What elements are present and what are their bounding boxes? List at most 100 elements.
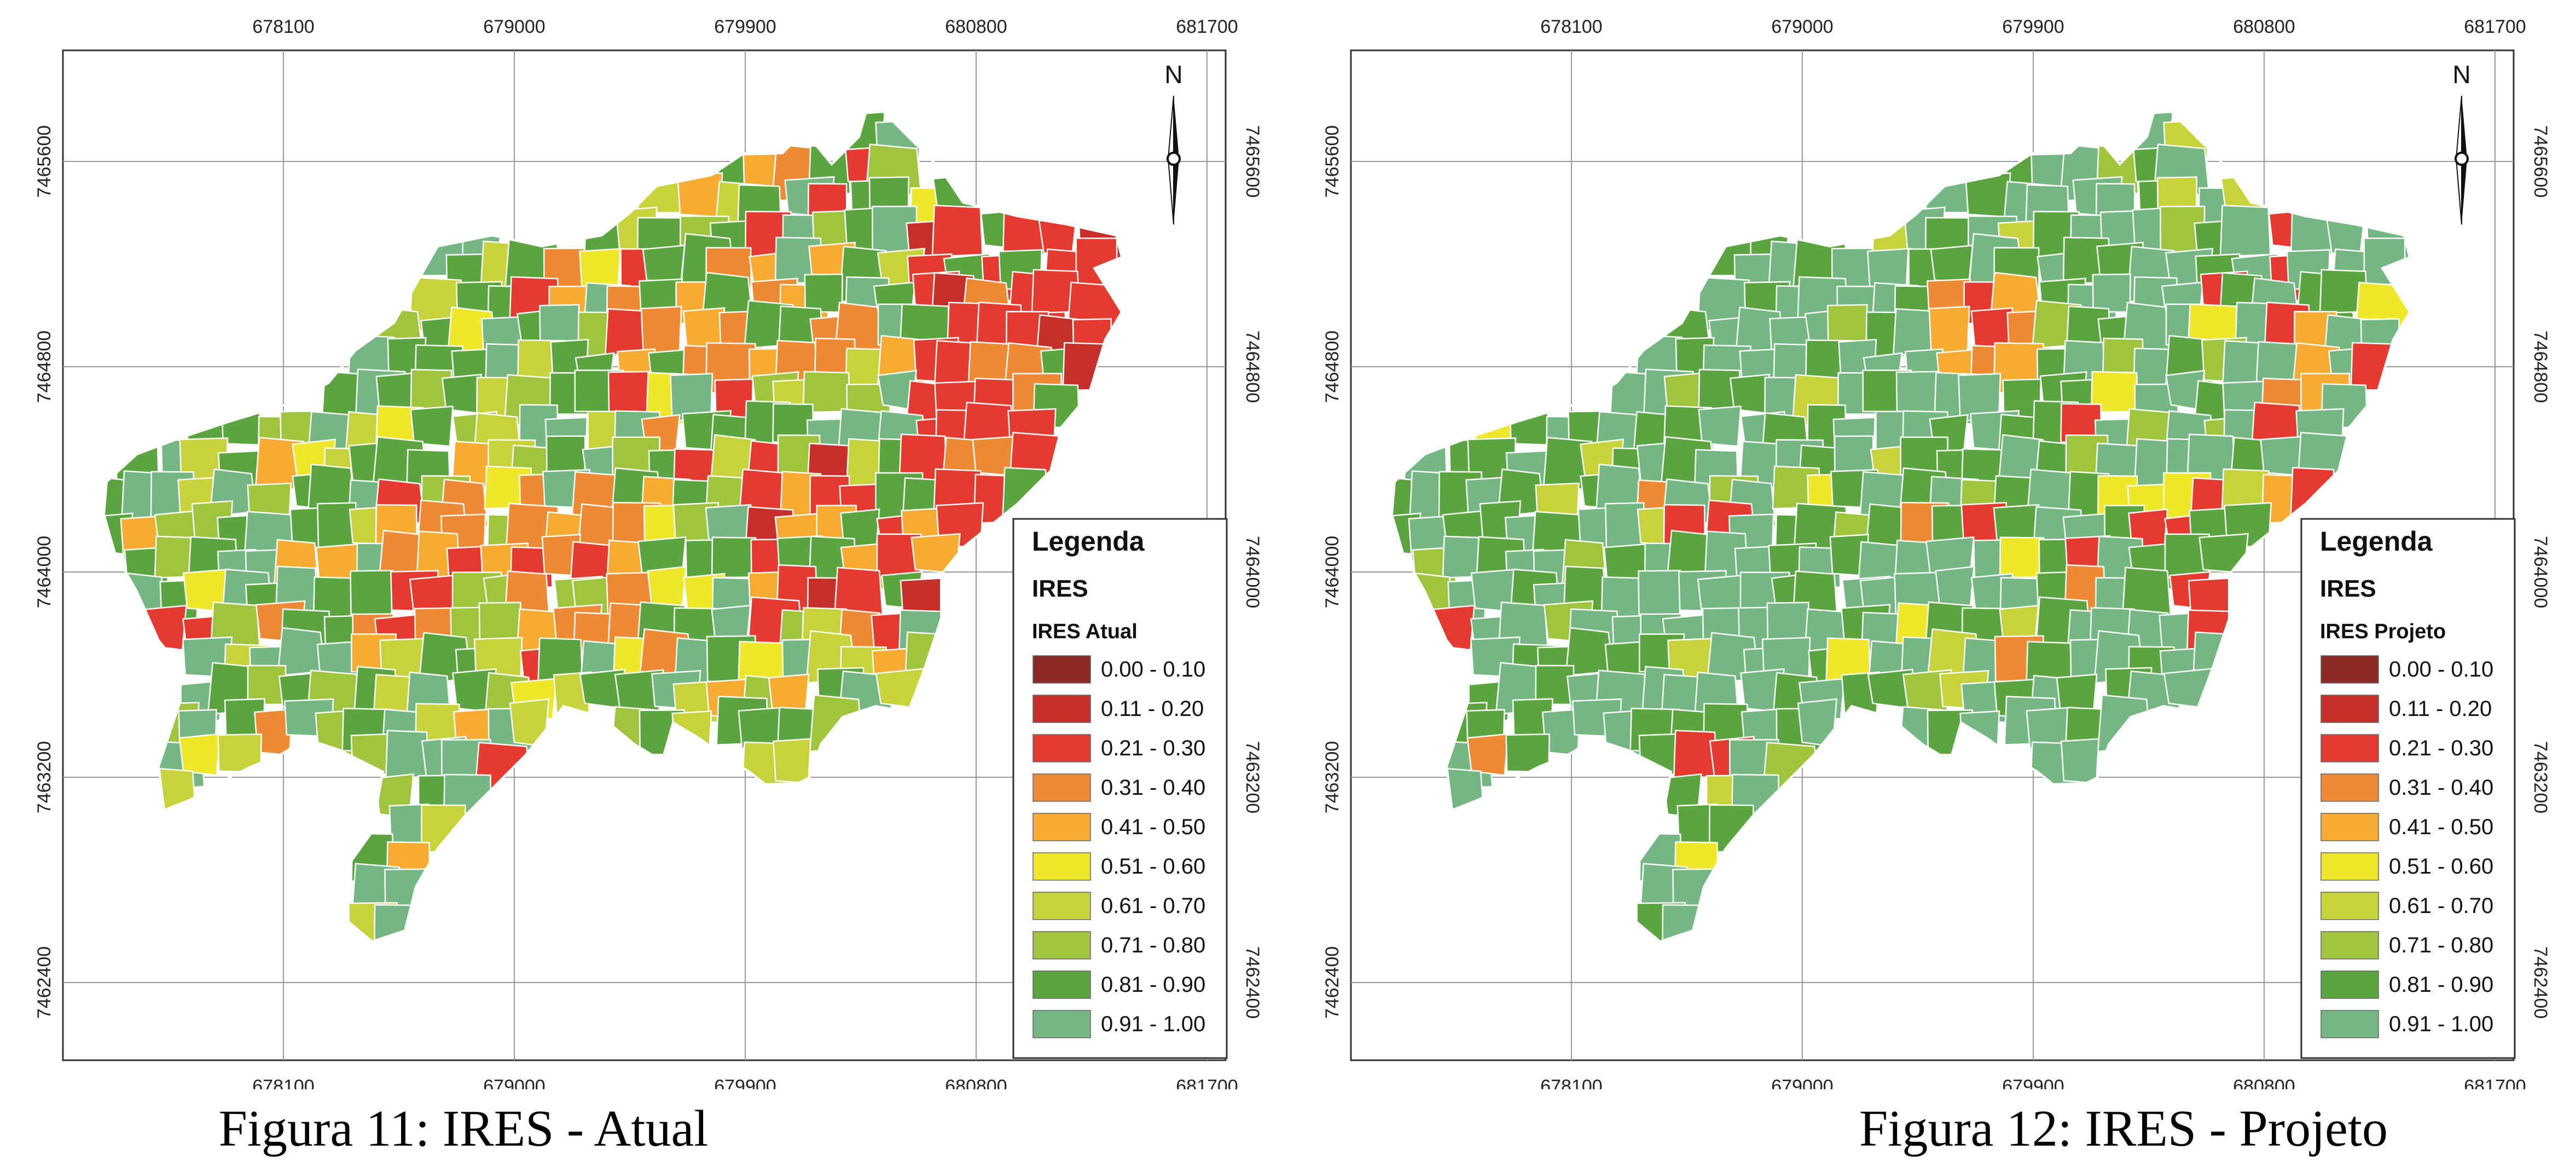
y-tick-label: 7464000 [34, 536, 55, 608]
north-label: N [2452, 60, 2470, 89]
legend-swatch [1032, 852, 1091, 881]
x-tick-label: 678100 [1540, 16, 1602, 37]
x-tick-label: 679900 [714, 1076, 776, 1089]
legend-swatch [2320, 773, 2379, 802]
legend-swatch [2320, 655, 2379, 684]
legend-class-label: 0.81 - 0.90 [2389, 973, 2493, 997]
legend-swatch [1032, 892, 1091, 920]
y-tick-label: 7462400 [1322, 946, 1343, 1019]
legend-swatch [1032, 931, 1091, 960]
y-tick-label: 7465600 [2530, 125, 2551, 198]
x-tick-label: 680800 [2233, 16, 2295, 37]
district-polygon [1928, 305, 1970, 356]
legend-class-label: 0.71 - 0.80 [1101, 933, 1205, 957]
y-tick-label: 7465600 [34, 125, 55, 198]
district-polygon [1638, 570, 1681, 616]
legend-title: Legenda [1032, 526, 1145, 557]
legend-class-label: 0.71 - 0.80 [2389, 933, 2493, 957]
legend-swatch [2320, 852, 2379, 881]
x-tick-label: 679000 [483, 16, 545, 37]
district-polygon [2060, 738, 2100, 784]
district-polygon [804, 273, 843, 313]
legend: Legenda IRES IRES Projeto 0.00 - 0.10 0.11 -… [2300, 518, 2516, 1059]
district-polygon [2092, 273, 2131, 313]
north-label: N [1164, 60, 1182, 89]
legend-swatch [2320, 892, 2379, 920]
legend-swatch [1032, 734, 1091, 762]
legend-class-label: 0.41 - 0.50 [2389, 815, 2493, 839]
y-tick-label: 7464800 [1242, 331, 1263, 403]
legend-class-label: 0.00 - 0.10 [1101, 657, 1205, 681]
x-tick-label: 681700 [1176, 1076, 1238, 1089]
y-tick-label: 7465600 [1242, 125, 1263, 198]
y-tick-label: 7464800 [1322, 331, 1343, 403]
legend-class-label: 0.21 - 0.30 [1101, 736, 1205, 760]
y-tick-label: 7463200 [1322, 741, 1343, 813]
legend-class-label: 0.31 - 0.40 [2389, 776, 2493, 800]
district-polygon [385, 730, 430, 779]
legend-swatch [1032, 970, 1091, 999]
legend-class-label: 0.81 - 0.90 [1101, 973, 1205, 997]
districts-layer [1392, 111, 2410, 941]
legend-swatch [2320, 695, 2379, 723]
legend-class-label: 0.11 - 0.20 [1101, 697, 1204, 721]
y-tick-label: 7465600 [1322, 125, 1343, 198]
legend-class-label: 0.41 - 0.50 [1101, 815, 1205, 839]
district-polygon [931, 204, 983, 258]
legend-swatch [2320, 734, 2379, 762]
y-tick-label: 7462400 [2530, 946, 2551, 1019]
y-tick-label: 7462400 [1242, 946, 1263, 1019]
study-area-outline [1390, 96, 2411, 943]
legend-swatch [2320, 931, 2379, 960]
district-polygon [410, 406, 454, 447]
map-ires-atual: 678100 678100 679000 679000 679900 679900 6808… [34, 16, 1263, 1089]
y-tick-label: 7464800 [2530, 331, 2551, 403]
legend-swatch [2320, 1010, 2379, 1038]
north-arrow-icon: N [2452, 60, 2471, 225]
study-area-outline [102, 96, 1123, 943]
y-tick-label: 7464800 [34, 331, 55, 403]
legend-class-label: 0.00 - 0.10 [2389, 657, 2493, 681]
x-tick-label: 679900 [2002, 16, 2064, 37]
x-tick-label: 681700 [1176, 16, 1238, 37]
x-tick-label: 679000 [483, 1076, 545, 1089]
district-polygon [1466, 733, 1510, 776]
legend-class-label: 0.11 - 0.20 [2389, 697, 2492, 721]
y-tick-label: 7463200 [2530, 741, 2551, 813]
district-polygon [1895, 371, 1940, 415]
district-polygon [607, 371, 652, 415]
districts-layer [104, 111, 1122, 941]
legend-swatch [2320, 970, 2379, 999]
legend-class-label: 0.61 - 0.70 [2389, 894, 2493, 918]
legend-title: Legenda [2320, 526, 2433, 557]
legend-swatch [1032, 695, 1091, 723]
y-tick-label: 7464000 [1322, 536, 1343, 608]
x-tick-label: 681700 [2464, 16, 2526, 37]
district-polygon [640, 305, 682, 356]
legend-class-label: 0.61 - 0.70 [1101, 894, 1205, 918]
legend: Legenda IRES IRES Atual 0.00 - 0.10 0.11 - 0… [1012, 518, 1228, 1059]
y-tick-label: 7464000 [1242, 536, 1263, 608]
district-polygon [1766, 602, 1809, 644]
district-polygon [478, 602, 521, 644]
legend-class-label: 0.91 - 1.00 [1101, 1012, 1205, 1036]
x-tick-label: 679000 [1771, 16, 1833, 37]
x-tick-label: 678100 [1540, 1076, 1602, 1089]
district-polygon [350, 570, 393, 616]
x-tick-label: 678100 [252, 16, 314, 37]
x-tick-label: 681700 [2464, 1076, 2526, 1089]
legend-subtitle: IRES [2320, 575, 2376, 602]
district-polygon [178, 733, 222, 776]
district-polygon [772, 738, 812, 784]
legend-swatch [2320, 813, 2379, 841]
x-tick-label: 679000 [1771, 1076, 1833, 1089]
x-tick-label: 680800 [2233, 1076, 2295, 1089]
x-tick-label: 679900 [714, 16, 776, 37]
figure-caption: Figura 12: IRES - Projeto [1859, 1100, 2388, 1157]
legend-class-label: 0.91 - 1.00 [2389, 1012, 2493, 1036]
y-tick-label: 7463200 [1242, 741, 1263, 813]
x-tick-label: 680800 [945, 1076, 1007, 1089]
district-polygon [1673, 730, 1718, 779]
legend-swatch [1032, 1010, 1091, 1038]
map-ires-projeto: 678100 678100 679000 679000 679900 679900 6808… [1322, 16, 2551, 1089]
